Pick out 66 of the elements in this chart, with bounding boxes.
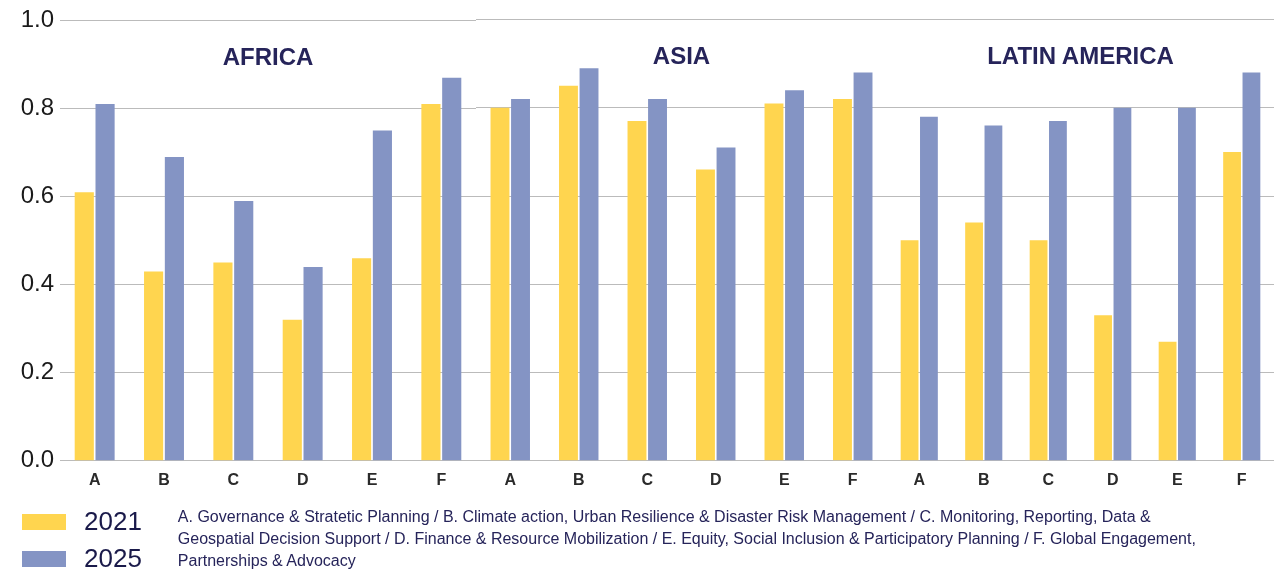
x-tick-label: D xyxy=(1106,470,1119,488)
y-tick-label: 0.8 xyxy=(20,93,54,121)
bar xyxy=(1158,341,1177,461)
x-tick-label: C xyxy=(1042,470,1055,488)
bar xyxy=(648,99,667,461)
x-tick-label: B xyxy=(977,470,990,488)
bar xyxy=(74,192,94,461)
bar xyxy=(716,147,736,461)
bar xyxy=(579,68,599,461)
bar xyxy=(853,72,873,461)
bar xyxy=(372,130,392,461)
bar xyxy=(1242,72,1261,461)
y-tick-label: 0.2 xyxy=(20,357,54,385)
bar xyxy=(627,121,647,461)
bar xyxy=(303,267,323,461)
legend-label: 2025 xyxy=(84,543,142,572)
text: ASIA xyxy=(652,42,711,70)
text: A. Governance & Stratetic Planning / B. Climate action, Urban Resilience & Disaster Risk Management / C. Monitoring, Reporting, Data & Geospatial Decision Support / D. Finance & Resource Mobilization / E. Equity, Social Inclusion & Participatory Planning / F. Global Engagement, Partnerships & Advocacy xyxy=(177,507,1197,571)
bar xyxy=(920,116,938,461)
x-tick-label: D xyxy=(709,470,722,488)
bar xyxy=(352,258,372,461)
legend-label: 2021 xyxy=(84,506,142,537)
bar xyxy=(490,107,510,461)
x-tick-label: C xyxy=(227,470,240,488)
text: LATIN AMERICA xyxy=(987,42,1174,70)
x-tick-label: F xyxy=(1236,470,1247,488)
bar xyxy=(1049,121,1067,461)
bar xyxy=(1029,240,1048,461)
bar xyxy=(833,99,852,461)
x-tick-label: E xyxy=(1171,470,1183,488)
bar xyxy=(421,104,441,461)
bar xyxy=(1178,107,1196,461)
bar xyxy=(764,103,784,461)
x-tick-label: D xyxy=(296,470,309,488)
y-tick-label: 0.4 xyxy=(20,269,54,297)
bar xyxy=(282,319,302,461)
x-tick-label: F xyxy=(436,470,447,488)
bar xyxy=(965,222,983,461)
y-tick-label: 0.6 xyxy=(20,181,54,209)
bar xyxy=(1094,315,1112,461)
x-tick-label: E xyxy=(778,470,790,488)
bar xyxy=(984,125,1003,461)
x-tick-label: E xyxy=(366,470,378,488)
x-tick-label: A xyxy=(88,470,101,488)
x-tick-label: B xyxy=(572,470,585,488)
bar xyxy=(696,169,715,461)
y-tick-label: 1.0 xyxy=(20,5,54,33)
x-tick-label: B xyxy=(158,470,170,488)
text: AFRICA xyxy=(222,43,314,71)
x-tick-label: A xyxy=(913,470,926,488)
y-tick-label: 0.0 xyxy=(20,445,54,473)
bar xyxy=(442,77,462,461)
x-tick-label: F xyxy=(847,470,858,488)
bar xyxy=(213,262,233,461)
bar xyxy=(144,271,164,461)
bar xyxy=(785,90,804,461)
bar xyxy=(1223,151,1241,461)
x-tick-label: C xyxy=(641,470,654,488)
bar xyxy=(164,156,184,461)
bar xyxy=(559,85,578,461)
bar xyxy=(1113,107,1132,461)
bar xyxy=(234,200,254,461)
bar xyxy=(95,104,115,461)
bar xyxy=(511,99,530,461)
x-tick-label: A xyxy=(504,470,517,488)
bar xyxy=(900,240,919,461)
